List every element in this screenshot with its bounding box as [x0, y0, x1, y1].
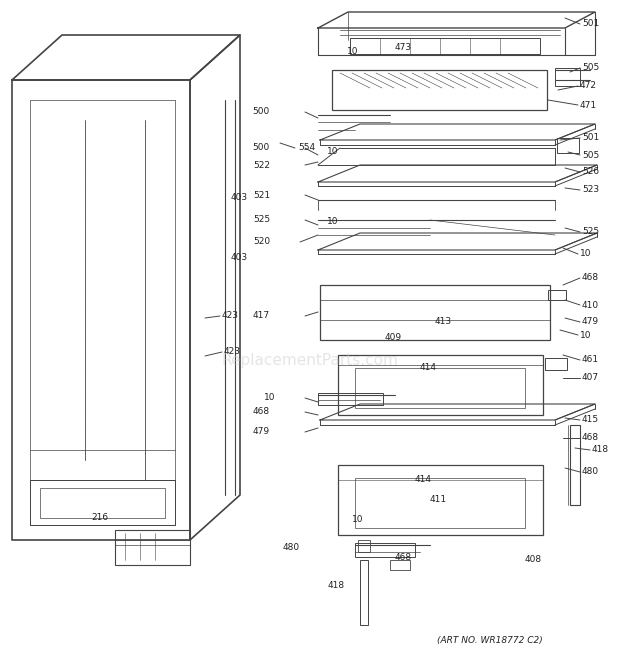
Text: 468: 468 — [582, 434, 599, 442]
Text: 216: 216 — [91, 512, 108, 522]
Bar — [350, 38, 540, 54]
Text: ReplacementParts.com: ReplacementParts.com — [221, 352, 399, 368]
Text: 10: 10 — [580, 249, 591, 258]
Text: 520: 520 — [253, 237, 270, 247]
Text: 472: 472 — [580, 81, 597, 91]
Bar — [360, 560, 368, 625]
Text: 414: 414 — [415, 475, 432, 485]
Bar — [570, 425, 580, 505]
Text: 418: 418 — [592, 446, 609, 455]
Text: 409: 409 — [385, 334, 402, 342]
Text: 505: 505 — [582, 151, 600, 159]
Text: 505: 505 — [582, 63, 600, 73]
Text: 418: 418 — [328, 580, 345, 590]
Text: 10: 10 — [327, 147, 339, 157]
Text: 10: 10 — [352, 516, 363, 524]
Text: 525: 525 — [253, 215, 270, 225]
Text: 410: 410 — [582, 301, 599, 309]
Text: 415: 415 — [582, 416, 599, 424]
Bar — [555, 68, 580, 86]
Text: 423: 423 — [224, 348, 241, 356]
Text: 471: 471 — [580, 100, 597, 110]
Text: 461: 461 — [582, 356, 599, 364]
Text: 407: 407 — [582, 373, 599, 383]
Bar — [115, 530, 190, 565]
Bar — [40, 488, 165, 518]
Text: 500: 500 — [253, 108, 270, 116]
Text: 10: 10 — [327, 217, 339, 227]
Text: 525: 525 — [582, 227, 599, 237]
Bar — [355, 368, 525, 408]
Text: 10: 10 — [580, 330, 591, 340]
Text: 526: 526 — [582, 167, 599, 176]
Bar — [332, 70, 547, 110]
Text: 479: 479 — [253, 428, 270, 436]
Text: 468: 468 — [253, 407, 270, 416]
Bar — [320, 285, 550, 340]
Text: 522: 522 — [253, 161, 270, 169]
Bar — [548, 290, 566, 300]
Text: 403: 403 — [231, 192, 248, 202]
Bar — [390, 560, 410, 570]
Text: 554: 554 — [298, 143, 315, 153]
Text: 411: 411 — [430, 496, 447, 504]
Text: 521: 521 — [253, 190, 270, 200]
Text: 479: 479 — [582, 317, 599, 327]
Text: 480: 480 — [582, 467, 599, 477]
Bar — [545, 358, 567, 370]
Text: 414: 414 — [420, 364, 437, 373]
Text: 403: 403 — [231, 254, 248, 262]
Text: 523: 523 — [582, 186, 599, 194]
Bar — [557, 138, 579, 153]
Text: (ART NO. WR18772 C2): (ART NO. WR18772 C2) — [437, 635, 543, 644]
Text: 423: 423 — [222, 311, 239, 321]
Bar — [338, 465, 543, 535]
Text: 10: 10 — [264, 393, 275, 403]
Text: 480: 480 — [283, 543, 300, 553]
Text: 417: 417 — [253, 311, 270, 321]
Text: 413: 413 — [435, 317, 452, 327]
Text: 500: 500 — [253, 143, 270, 153]
Text: 473: 473 — [395, 44, 412, 52]
Bar — [338, 355, 543, 415]
Text: 468: 468 — [582, 274, 599, 282]
Text: 10: 10 — [347, 48, 358, 56]
Text: 501: 501 — [582, 134, 600, 143]
Text: 501: 501 — [582, 20, 600, 28]
Bar — [358, 540, 370, 552]
Bar — [355, 543, 415, 557]
Text: 468: 468 — [395, 553, 412, 563]
Text: 408: 408 — [525, 555, 542, 564]
Bar — [318, 393, 383, 405]
Bar — [30, 480, 175, 525]
Bar — [355, 478, 525, 528]
